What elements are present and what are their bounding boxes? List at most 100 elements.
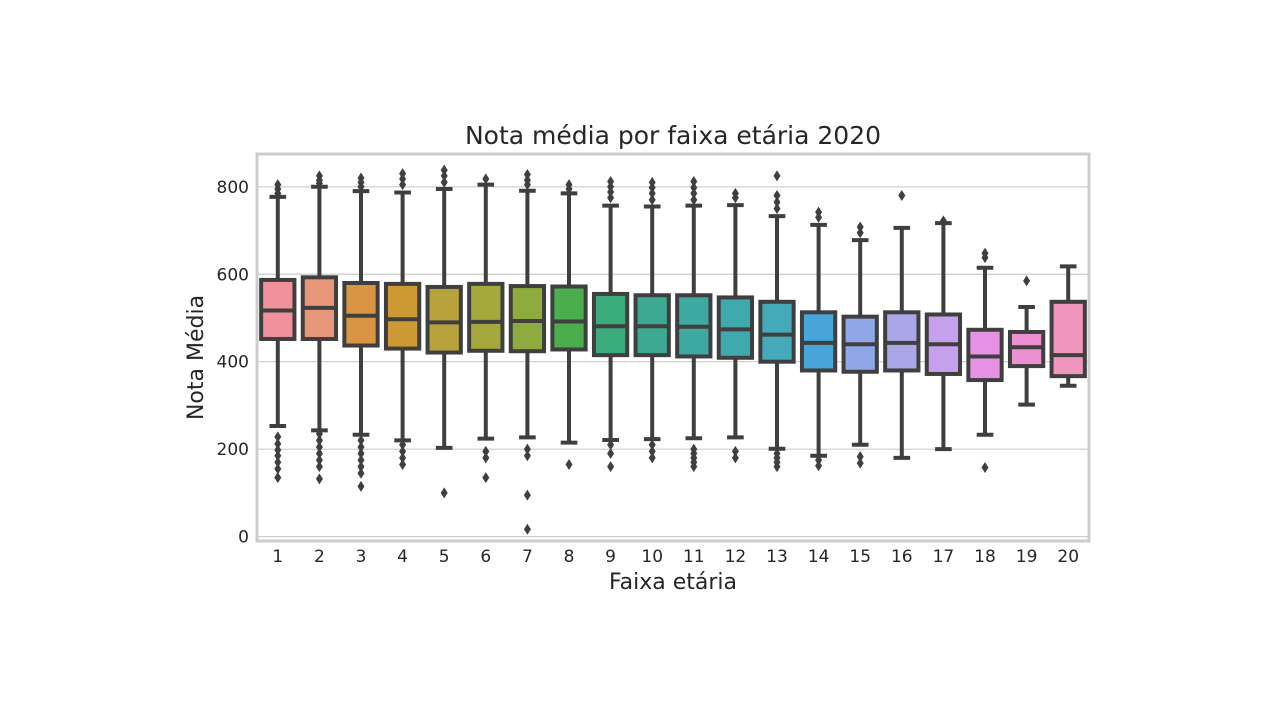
outlier-point [648, 187, 656, 199]
x-tick-label: 4 [397, 547, 408, 567]
outlier-point [607, 192, 615, 204]
outlier-point [565, 183, 573, 195]
outlier-point [981, 252, 989, 264]
outlier-point [523, 523, 531, 535]
outlier-point [274, 463, 282, 475]
box-category-5 [425, 164, 463, 499]
outlier-point [856, 451, 864, 463]
outlier-point [523, 489, 531, 501]
x-tick-label: 3 [356, 547, 367, 567]
box-category-15 [841, 221, 879, 469]
outlier-point [274, 450, 282, 462]
outlier-point [274, 187, 282, 199]
y-tick-label: 600 [217, 265, 249, 285]
box-category-2 [300, 170, 339, 485]
outlier-point [690, 182, 698, 194]
x-tick-label: 1 [272, 547, 283, 567]
outlier-point [523, 169, 531, 181]
x-tick-label: 20 [1057, 547, 1079, 567]
box-iqr [467, 281, 505, 353]
outlier-point [856, 457, 864, 469]
box-category-3 [342, 172, 380, 492]
outlier-point [690, 187, 698, 199]
outlier-point [357, 461, 365, 473]
outlier-point [773, 196, 781, 208]
y-axis-label: Nota Média [184, 295, 209, 420]
box-category-4 [383, 168, 422, 470]
plot-frame [255, 152, 1091, 543]
outlier-point [440, 164, 448, 176]
x-tick-label: 15 [849, 547, 871, 567]
x-tick-label: 13 [766, 547, 788, 567]
x-tick-label: 2 [314, 547, 325, 567]
x-tick-label: 6 [480, 547, 491, 567]
outlier-point [399, 445, 407, 457]
outlier-point [399, 439, 407, 451]
chart-title: Nota média por faixa etária 2020 [465, 121, 881, 150]
box-iqr [425, 284, 463, 355]
outlier-point [565, 458, 573, 470]
outlier-point [357, 480, 365, 492]
outlier-point [773, 170, 781, 182]
boxes-layer [259, 164, 1087, 535]
outlier-point [690, 176, 698, 188]
outlier-point [815, 454, 823, 466]
outlier-point [815, 460, 823, 472]
box-category-6 [467, 173, 505, 484]
outlier-point [607, 461, 615, 473]
outlier-point [399, 179, 407, 191]
box-category-19 [1007, 275, 1046, 407]
outlier-point [523, 179, 531, 191]
x-tick-label: 9 [605, 547, 616, 567]
outlier-point [357, 181, 365, 193]
x-tick-label: 18 [974, 547, 996, 567]
box-category-1 [259, 179, 297, 484]
box-category-10 [633, 176, 671, 464]
outlier-point [898, 190, 906, 202]
outlier-point [274, 438, 282, 450]
outlier-point [315, 177, 323, 189]
outlier-point [315, 428, 323, 440]
x-tick-label: 5 [439, 547, 450, 567]
outlier-point [856, 221, 864, 233]
outlier-point [399, 452, 407, 464]
outlier-point [731, 452, 739, 464]
x-tick-label: 10 [641, 547, 663, 567]
outlier-point [440, 170, 448, 182]
outlier-point [939, 215, 947, 227]
x-tick-label: 7 [522, 547, 533, 567]
box-category-16 [883, 190, 921, 460]
outlier-point [773, 203, 781, 215]
outlier-point [357, 441, 365, 453]
outlier-point [399, 173, 407, 185]
box-iqr [383, 281, 422, 351]
box-category-11 [675, 176, 713, 473]
box-iqr [1049, 299, 1087, 379]
outlier-point [607, 439, 615, 451]
outlier-point [856, 227, 864, 239]
outlier-point [440, 487, 448, 499]
outlier-point [482, 445, 490, 457]
x-axis-label: Faixa etária [609, 570, 737, 595]
outlier-point [315, 448, 323, 460]
outlier-point [274, 444, 282, 456]
x-tick-label: 11 [683, 547, 705, 567]
outlier-point [773, 461, 781, 473]
outlier-point [440, 176, 448, 188]
box-category-17 [924, 215, 963, 452]
outlier-point [690, 194, 698, 206]
outlier-point [315, 441, 323, 453]
outlier-point [315, 473, 323, 485]
outlier-point [648, 445, 656, 457]
box-category-12 [716, 187, 755, 464]
outlier-point [648, 452, 656, 464]
outlier-point [315, 461, 323, 473]
x-tick-label: 17 [933, 547, 955, 567]
x-tick-label: 19 [1016, 547, 1038, 567]
box-category-13 [758, 170, 796, 473]
outlier-point [399, 458, 407, 470]
outlier-point [482, 173, 490, 185]
